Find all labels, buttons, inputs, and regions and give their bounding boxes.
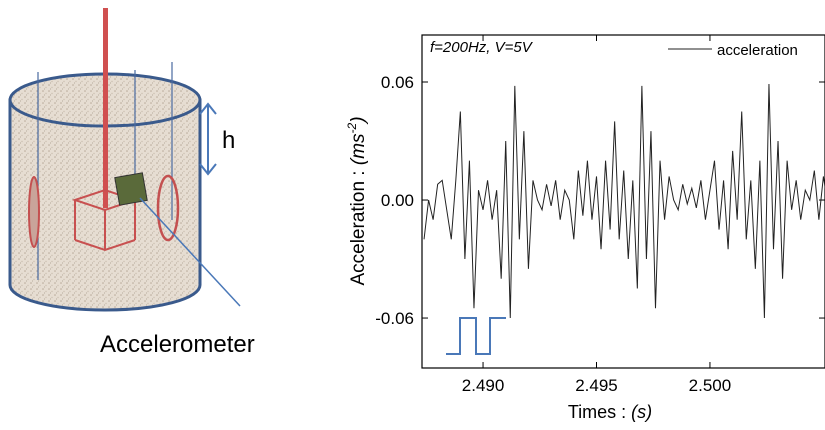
y-axis-label: Acceleration : (ms-2) xyxy=(345,116,369,285)
x-tick-label: 2.500 xyxy=(689,376,732,395)
y-label-part: ) xyxy=(348,116,369,124)
x-tick-label: 2.490 xyxy=(462,376,505,395)
y-tick-label: -0.06 xyxy=(375,309,414,328)
x-tick-label: 2.495 xyxy=(575,376,618,395)
sensor-label: Accelerometer xyxy=(100,331,255,358)
y-label-part: Acceleration : xyxy=(348,165,369,285)
legend-label: acceleration xyxy=(717,42,798,59)
y-tick-label: 0.06 xyxy=(381,73,414,92)
x-label-part: (s) xyxy=(631,402,652,422)
y-label-part: -2 xyxy=(345,122,359,133)
y-label-part: (ms xyxy=(348,133,369,165)
x-axis-label: Times : (s) xyxy=(568,402,652,422)
plot-frame xyxy=(421,34,825,369)
height-label: h xyxy=(222,127,235,154)
pulse-icon xyxy=(446,317,506,355)
x-label-part: Times : xyxy=(568,402,631,422)
data-line xyxy=(423,83,825,319)
y-tick-label: 0.00 xyxy=(381,191,414,210)
annotation: f=200Hz, V=5V xyxy=(430,39,534,56)
mixer-diagram xyxy=(8,8,241,312)
